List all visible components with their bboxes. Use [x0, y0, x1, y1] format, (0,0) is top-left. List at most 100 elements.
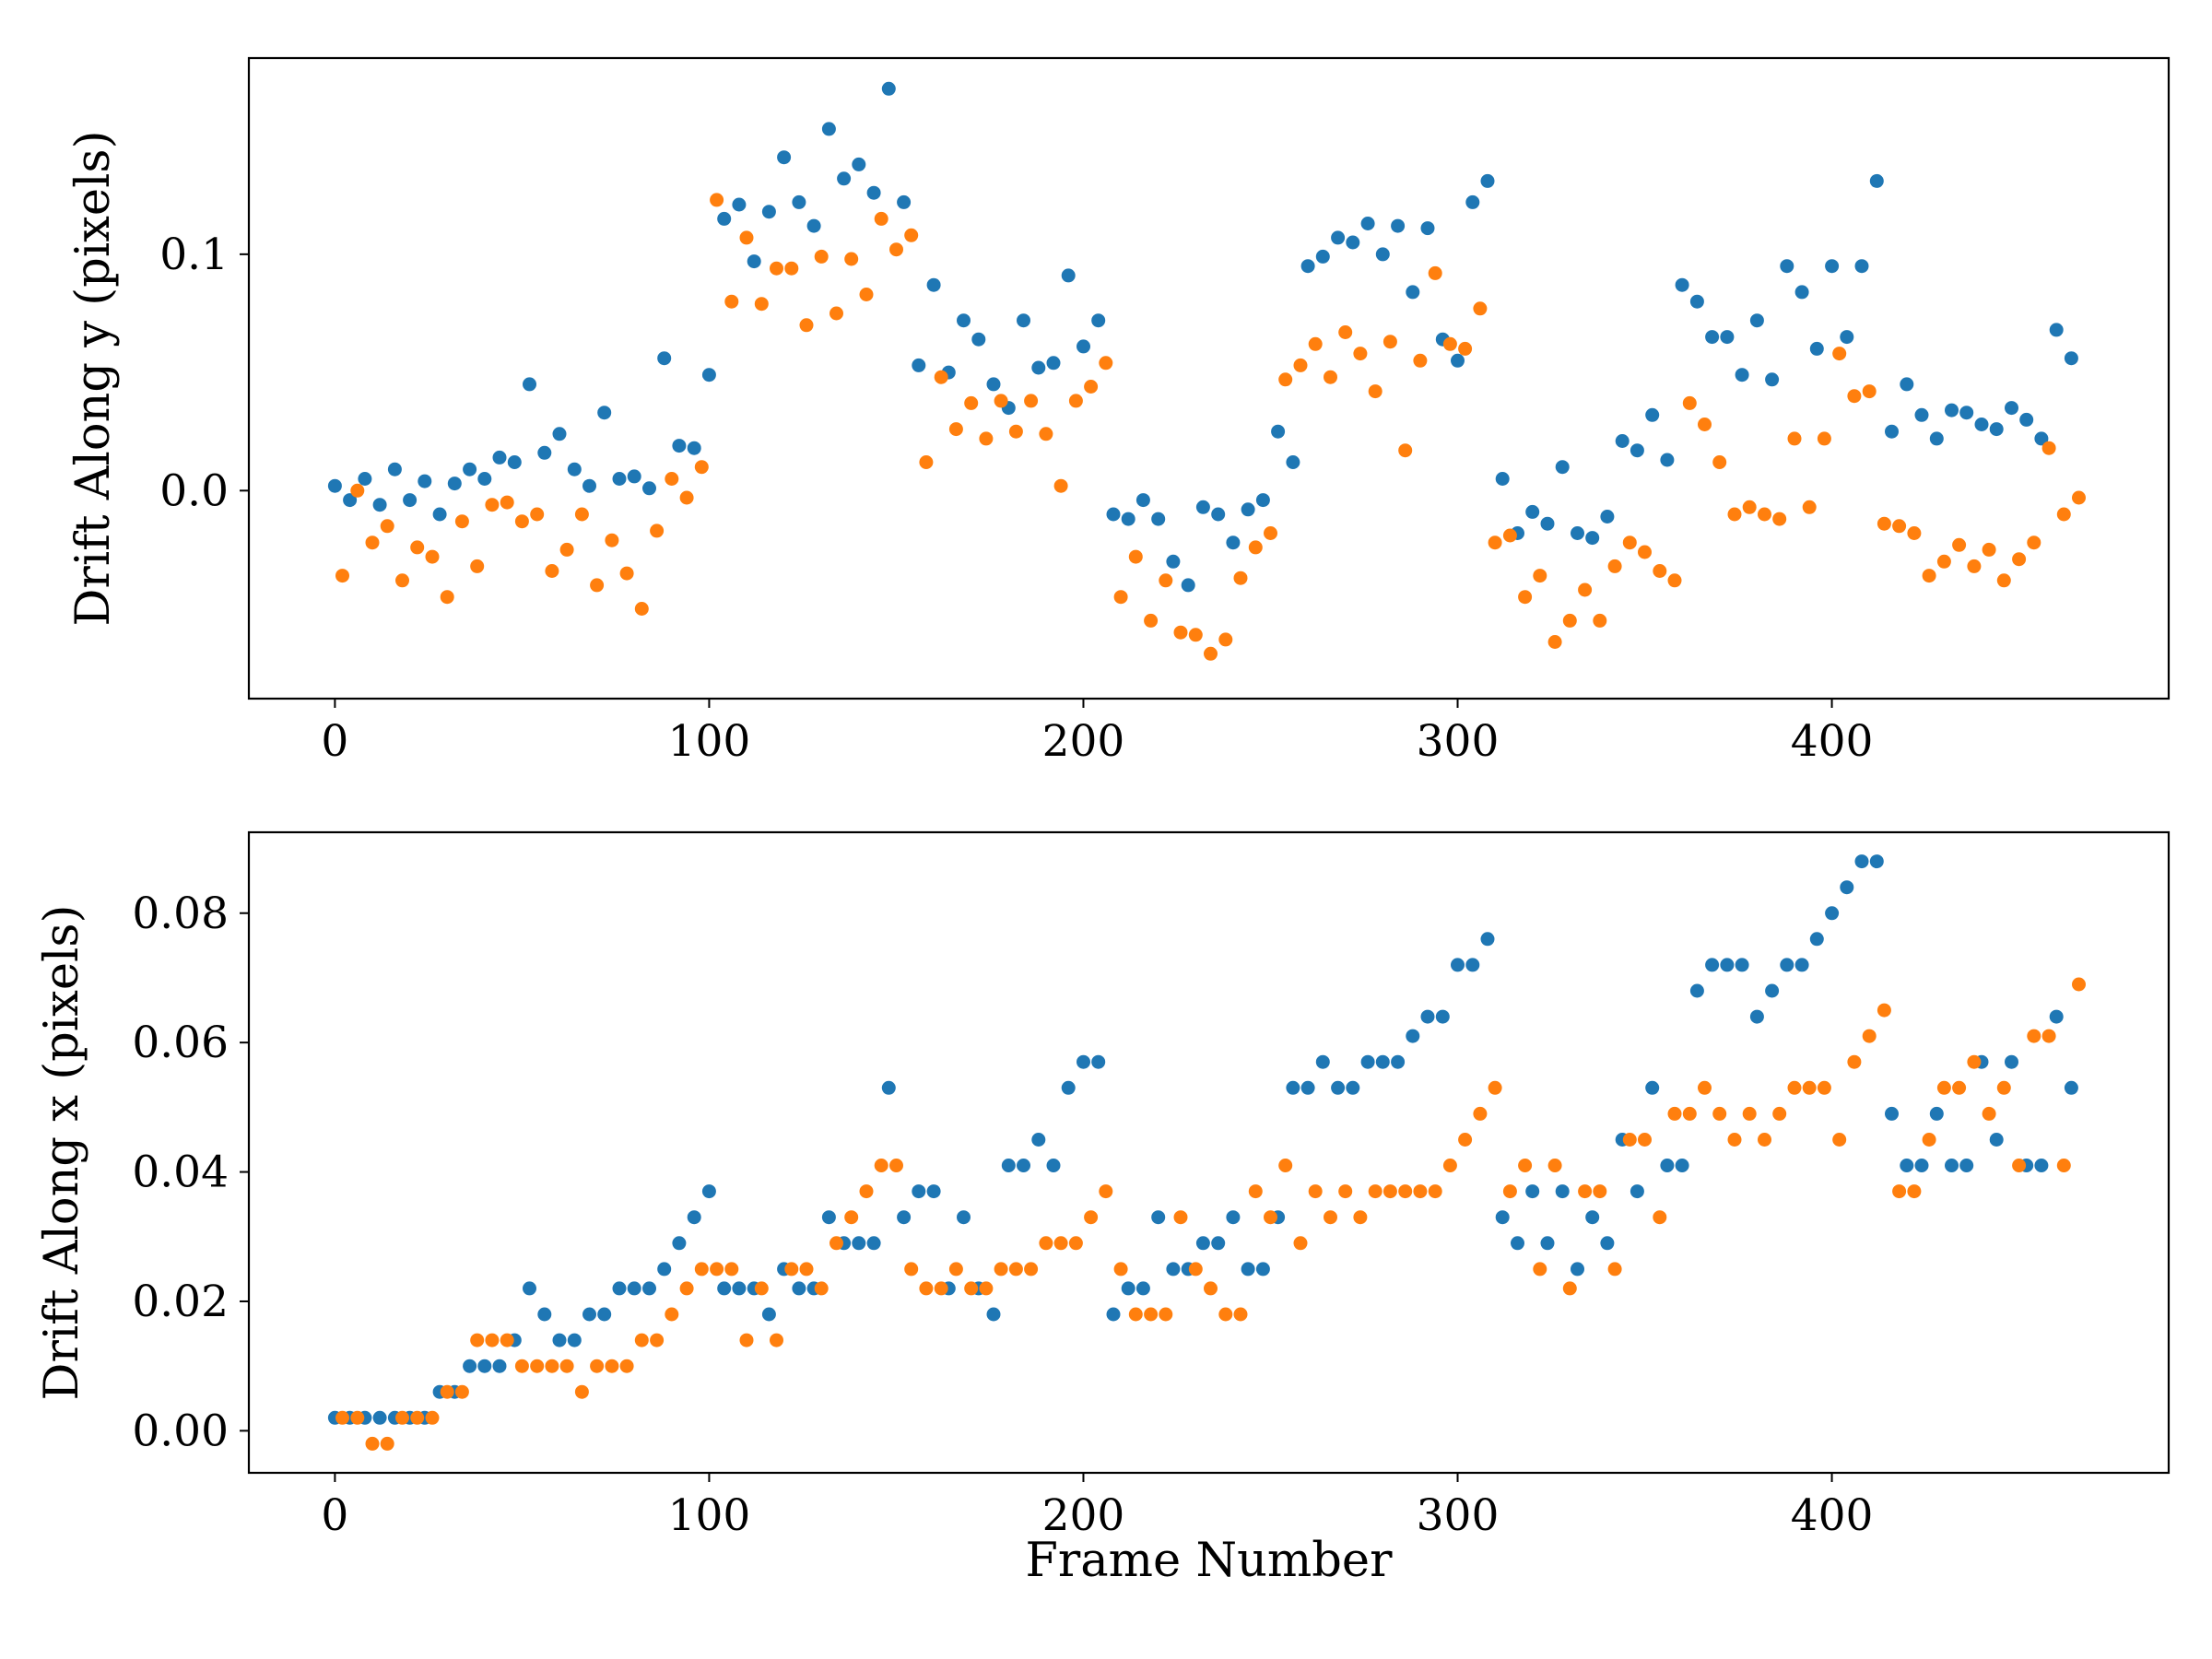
- data-point: [485, 498, 500, 512]
- data-point: [1900, 377, 1914, 392]
- data-point: [799, 1262, 814, 1277]
- data-point: [1877, 516, 1891, 531]
- data-point: [1967, 559, 1982, 573]
- data-point: [1525, 504, 1540, 519]
- data-point: [463, 462, 477, 477]
- data-point: [739, 230, 754, 245]
- data-point: [1749, 1009, 1764, 1024]
- data-point: [1682, 395, 1697, 410]
- data-point: [672, 439, 687, 453]
- data-point: [1540, 1236, 1555, 1251]
- data-point: [1151, 1210, 1166, 1225]
- data-point: [874, 211, 888, 226]
- data-point: [1809, 341, 1824, 356]
- data-point: [1099, 356, 1113, 371]
- data-point: [830, 306, 843, 321]
- data-point: [574, 507, 589, 522]
- y-axis-label: Drift Along x (pixels): [35, 905, 89, 1401]
- data-point: [1571, 1262, 1584, 1277]
- data-point: [335, 1410, 349, 1425]
- data-point: [2049, 323, 2064, 337]
- x-tick-label: 0: [321, 1490, 348, 1541]
- data-point: [597, 406, 612, 420]
- data-point: [1091, 1054, 1106, 1069]
- data-point: [1742, 1106, 1757, 1121]
- data-point: [1540, 516, 1555, 531]
- data-point: [1046, 356, 1061, 371]
- data-point: [1315, 1054, 1330, 1069]
- data-point: [957, 313, 971, 328]
- data-point: [343, 493, 358, 508]
- data-point: [1360, 217, 1375, 230]
- data-point: [492, 450, 507, 465]
- data-point: [410, 1410, 425, 1425]
- data-point: [1121, 1281, 1135, 1296]
- data-point: [395, 573, 409, 588]
- data-point: [1255, 493, 1270, 508]
- data-point: [1578, 1184, 1593, 1199]
- data-point: [1952, 537, 1967, 552]
- axes-frame: [247, 830, 2171, 1475]
- data-point: [627, 1281, 641, 1296]
- data-point: [1248, 1184, 1263, 1199]
- data-point: [1300, 1080, 1315, 1095]
- data-point: [665, 1307, 679, 1322]
- data-point: [1749, 313, 1764, 328]
- data-point: [582, 478, 596, 493]
- axes-frame: [247, 56, 2171, 700]
- data-point: [634, 602, 649, 616]
- y-tick-label: 0.0: [159, 465, 229, 516]
- data-point: [1667, 1106, 1682, 1121]
- data-point: [1128, 549, 1143, 564]
- data-point: [2019, 412, 2034, 427]
- data-point: [859, 1184, 874, 1199]
- data-point: [642, 1281, 656, 1296]
- data-point: [889, 242, 903, 257]
- data-point: [612, 1281, 627, 1296]
- data-point: [1473, 1106, 1488, 1121]
- data-point: [2005, 401, 2018, 416]
- data-point: [2012, 552, 2027, 567]
- data-point: [1914, 1159, 1929, 1172]
- data-point: [1106, 1307, 1121, 1322]
- data-point: [1705, 330, 1720, 345]
- data-point: [1218, 632, 1233, 647]
- data-point: [1308, 1184, 1323, 1199]
- data-point: [1840, 330, 1854, 345]
- data-point: [1077, 339, 1090, 354]
- data-point: [1278, 1159, 1293, 1172]
- data-point: [1547, 635, 1562, 649]
- data-point: [1638, 1133, 1652, 1147]
- data-point: [1967, 1054, 1982, 1069]
- data-point: [470, 559, 485, 573]
- data-point: [1368, 1184, 1382, 1199]
- data-point: [1420, 1009, 1435, 1024]
- data-point: [1675, 1159, 1689, 1172]
- y-tick-label: 0.1: [159, 229, 229, 280]
- data-point: [1645, 1080, 1660, 1095]
- data-point: [792, 194, 806, 209]
- data-point: [1727, 507, 1742, 522]
- data-point: [912, 1184, 926, 1199]
- data-point: [1204, 1281, 1218, 1296]
- data-point: [1974, 418, 1989, 431]
- data-point: [1682, 1106, 1697, 1121]
- data-point: [1533, 1262, 1547, 1277]
- data-point: [1211, 507, 1226, 522]
- data-point: [1547, 1159, 1562, 1172]
- data-point: [477, 472, 492, 486]
- data-point: [1712, 455, 1727, 469]
- data-point: [447, 477, 462, 491]
- data-point: [1173, 625, 1188, 640]
- data-point: [1159, 1307, 1173, 1322]
- data-point: [1135, 493, 1150, 508]
- data-point: [1989, 1133, 2004, 1147]
- data-point: [425, 549, 440, 564]
- data-point: [1809, 932, 1824, 947]
- data-point: [1248, 540, 1263, 555]
- data-point: [1211, 1236, 1226, 1251]
- data-point: [679, 490, 694, 505]
- data-point: [619, 1359, 634, 1373]
- data-point: [866, 1236, 881, 1251]
- data-point: [1442, 1159, 1457, 1172]
